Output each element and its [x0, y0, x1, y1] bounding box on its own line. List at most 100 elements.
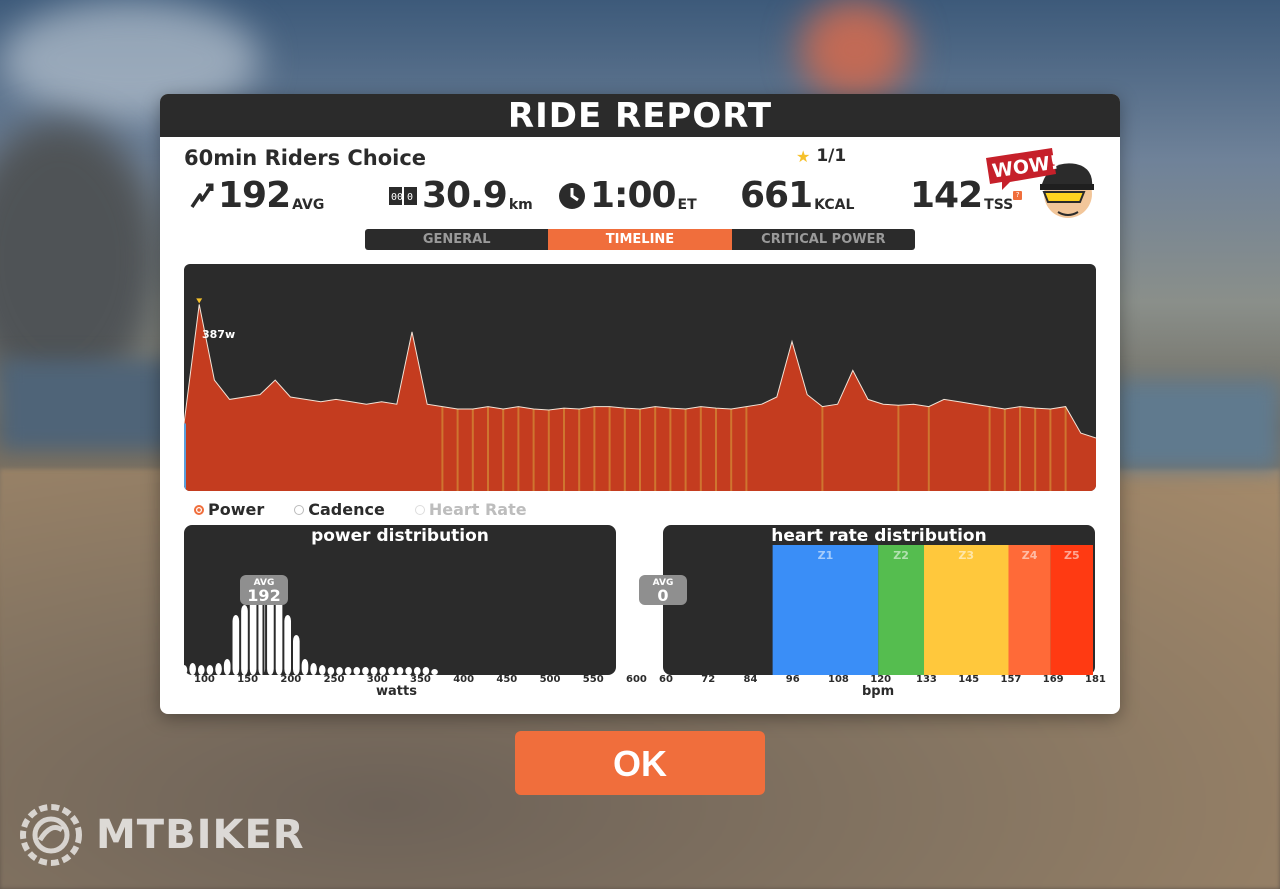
power-avg-pill: AVG 192 [240, 575, 288, 605]
hr-zone-z5 [1050, 545, 1093, 675]
power-distribution-bar [249, 599, 257, 675]
power-x-axis: 100 150 200 250 300 350 400 450 500 550 600 [184, 674, 647, 688]
hr-x-tick: 145 [958, 674, 980, 685]
hr-zone-z4 [1008, 545, 1051, 675]
power-bar [578, 409, 581, 491]
hr-zone-label: Z3 [958, 549, 974, 562]
power-distribution-bar [344, 667, 352, 675]
legend-cadence[interactable]: Cadence [294, 500, 385, 519]
power-distribution-bar [275, 599, 283, 675]
legend-power[interactable]: Power [194, 500, 264, 519]
workout-rating: ★ 1/1 [796, 146, 846, 166]
power-x-tick: 100 [194, 674, 215, 685]
power-bar [608, 406, 611, 491]
svg-text:00: 00 [391, 192, 403, 203]
power-x-tick: 250 [323, 674, 345, 685]
legend-cadence-label: Cadence [308, 500, 385, 519]
rating-value: 1/1 [816, 146, 847, 166]
peak-marker [196, 298, 203, 304]
hr-zone-label: Z4 [1022, 549, 1038, 562]
power-area [184, 304, 1096, 491]
power-distribution-bar [184, 665, 188, 675]
power-bar [927, 406, 930, 491]
power-bar [563, 408, 565, 491]
power-distribution-bar [223, 659, 231, 675]
power-avg-label: AVG [253, 578, 275, 588]
legend-power-label: Power [208, 500, 265, 519]
hr-x-tick: 96 [785, 674, 800, 685]
power-bar [593, 406, 596, 491]
power-x-tick: 450 [496, 674, 518, 685]
ok-button[interactable]: OK [515, 731, 765, 795]
tab-general[interactable]: GENERAL [422, 232, 491, 247]
hr-x-tick: 169 [1042, 674, 1064, 685]
power-bar [487, 406, 489, 491]
power-timeline-plot [184, 298, 1096, 491]
power-bar [639, 409, 641, 491]
radio-power[interactable] [194, 504, 204, 515]
power-bar [1003, 409, 1006, 491]
power-bar [532, 409, 535, 491]
hr-x-tick: 120 [870, 674, 892, 685]
power-x-tick: 200 [280, 674, 302, 685]
power-x-tick: 350 [410, 674, 431, 685]
brand-name: MTBIKER [96, 812, 305, 858]
heart-rate-avg-pill: AVG 0 [639, 575, 687, 605]
background-water-right [1110, 380, 1280, 470]
power-distribution-title: power distribution [311, 526, 489, 546]
heart-rate-avg-value: 0 [657, 586, 669, 605]
elapsed-time-unit: ET [677, 197, 697, 213]
power-bar [669, 408, 672, 491]
power-distribution-bar [189, 663, 196, 675]
hr-zone-z3 [924, 545, 1009, 675]
hr-x-tick: 60 [659, 674, 673, 685]
stat-elapsed-time: 1:00 ET [558, 176, 697, 216]
tss-info-icon[interactable]: ? [1013, 191, 1023, 200]
power-bar [623, 408, 626, 491]
wow-badge: WOW! [980, 142, 1100, 228]
hr-x-tick: 181 [1085, 674, 1106, 685]
background-smoke [800, 0, 910, 100]
stat-calories: 661 KCAL [740, 176, 854, 216]
power-x-tick: 500 [539, 674, 561, 685]
power-bar [471, 409, 474, 491]
hr-zone-z1 [772, 545, 879, 675]
power-bar [1034, 408, 1037, 491]
stat-tss: 142 TSS ? [910, 176, 1023, 216]
power-distribution-bar [215, 663, 222, 675]
power-distribution-bar [301, 659, 309, 675]
power-distribution-bar [431, 669, 438, 675]
hr-x-tick: 84 [743, 674, 758, 685]
hr-x-tick: 157 [1000, 674, 1022, 685]
legend-heart-rate[interactable]: Heart Rate [414, 500, 527, 519]
rider-avatar-icon [986, 148, 1094, 218]
power-x-tick: 400 [453, 674, 475, 685]
heart-rate-distribution-chart: heart rate distribution Z1 Z2 Z3 Z4 Z5 AVG 0 [639, 525, 1095, 675]
power-bar [715, 408, 717, 491]
power-distribution-bar [388, 667, 395, 675]
hr-x-tick: 133 [916, 674, 937, 685]
tab-critical-power[interactable]: CRITICAL POWER [761, 232, 886, 247]
power-distribution-bar [267, 595, 274, 675]
power-distribution-bar [241, 605, 248, 675]
power-distribution-bar [197, 665, 205, 675]
power-icon [190, 176, 214, 216]
tss-unit: TSS [984, 197, 1014, 213]
clock-icon [558, 176, 586, 216]
power-bar [441, 406, 444, 491]
hr-x-tick: 72 [701, 674, 716, 685]
hr-zone-z2 [878, 545, 925, 675]
tab-timeline[interactable]: TIMELINE [548, 229, 732, 250]
heart-rate-x-axis: 60 72 84 96 108 120 133 145 157 169 181 [659, 674, 1106, 688]
calories-unit: KCAL [814, 197, 855, 213]
distance-unit: km [508, 197, 533, 213]
power-bar [730, 409, 733, 491]
power-bar [456, 409, 459, 491]
radio-heart-rate[interactable] [414, 504, 425, 515]
heart-rate-distribution-title: heart rate distribution [771, 526, 987, 546]
power-x-tick: 150 [237, 674, 259, 685]
star-icon: ★ [796, 146, 811, 166]
radio-cadence[interactable] [294, 504, 305, 515]
power-distribution-bar [405, 667, 412, 675]
heart-rate-avg-label: AVG [652, 578, 674, 588]
